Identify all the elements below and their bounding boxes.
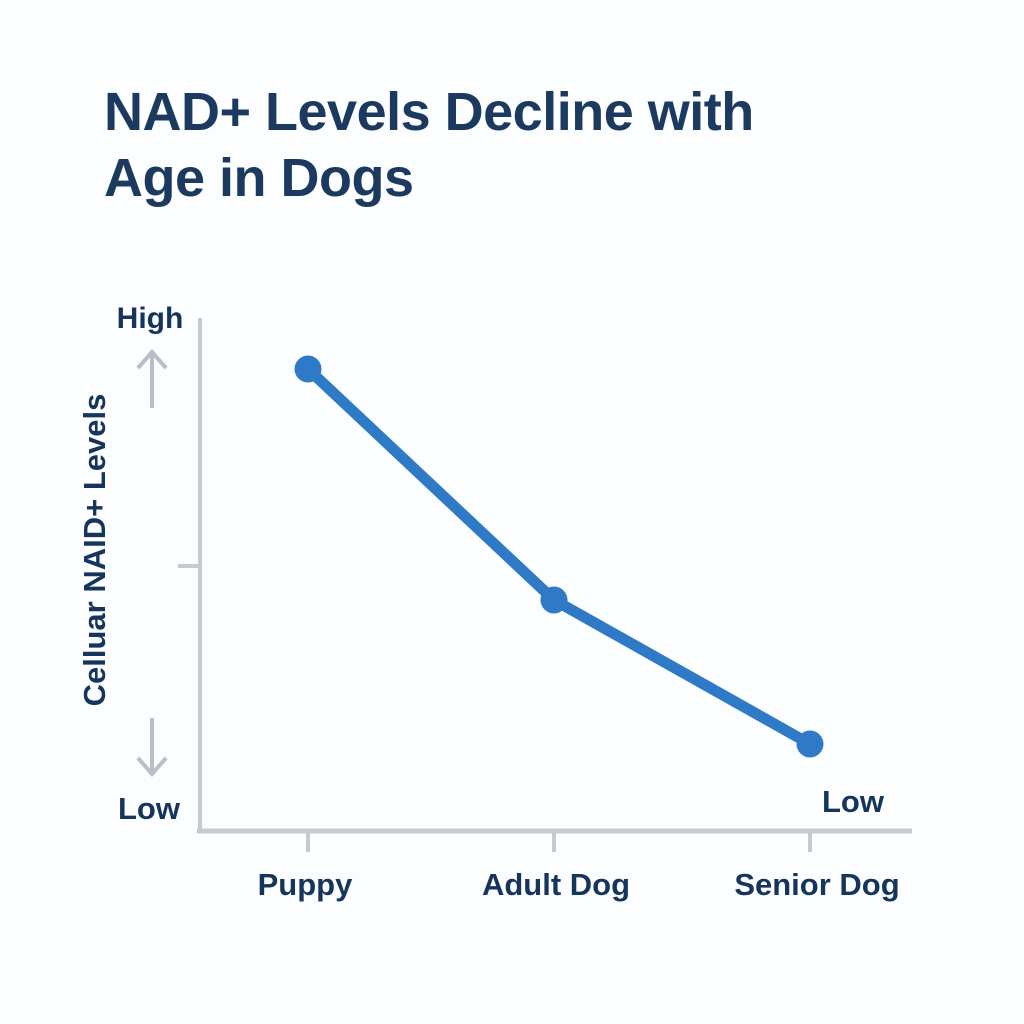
data-point-marker — [294, 355, 322, 383]
senior-point-annotation: Low — [822, 784, 884, 819]
data-line — [302, 363, 816, 750]
data-point-marker — [796, 730, 824, 758]
x-tick-label-puppy: Puppy — [257, 867, 353, 902]
down-arrow-icon — [136, 718, 168, 778]
chart-title: NAD+ Levels Decline with Age in Dogs — [104, 82, 754, 208]
x-tick-label-senior-dog: Senior Dog — [734, 867, 900, 902]
data-point-marker — [540, 586, 568, 614]
x-tick-label-adult-dog: Adult Dog — [481, 867, 631, 902]
y-axis-low-label: Low — [118, 791, 180, 826]
y-axis-high-label: High — [116, 302, 184, 335]
y-axis-title: Celluar NAID+ Levels — [77, 393, 112, 707]
up-arrow-icon — [136, 348, 168, 408]
data-points — [294, 355, 824, 758]
